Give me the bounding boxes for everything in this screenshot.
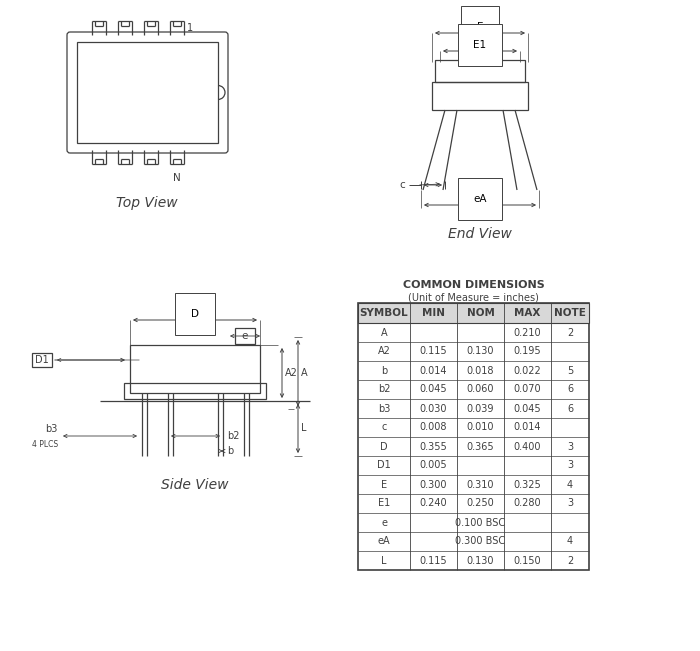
Text: 0.014: 0.014 <box>420 365 447 376</box>
Text: e: e <box>381 518 387 527</box>
Text: 0.210: 0.210 <box>514 327 541 337</box>
Text: b3: b3 <box>378 404 390 413</box>
Text: 0.115: 0.115 <box>420 346 447 357</box>
Text: COMMON DIMENSIONS: COMMON DIMENSIONS <box>402 280 545 290</box>
Text: L: L <box>382 555 386 566</box>
Text: 1: 1 <box>187 23 193 33</box>
Text: 0.070: 0.070 <box>514 385 541 395</box>
Text: N: N <box>173 173 181 183</box>
Text: A2: A2 <box>377 346 391 357</box>
Text: 0.355: 0.355 <box>419 441 447 452</box>
Text: 0.039: 0.039 <box>467 404 494 413</box>
Bar <box>432 82 528 110</box>
Text: MIN: MIN <box>422 308 445 318</box>
Bar <box>358 303 589 323</box>
Text: 0.030: 0.030 <box>420 404 447 413</box>
Bar <box>130 345 260 393</box>
Text: 0.010: 0.010 <box>467 422 494 432</box>
Text: (Unit of Measure = inches): (Unit of Measure = inches) <box>408 293 539 303</box>
Text: 0.130: 0.130 <box>467 555 494 566</box>
Text: 0.005: 0.005 <box>420 460 447 471</box>
Text: SYMBOL: SYMBOL <box>360 308 408 318</box>
Text: 0.310: 0.310 <box>467 480 494 490</box>
Text: 2: 2 <box>567 555 573 566</box>
Text: D1: D1 <box>35 355 49 365</box>
Text: D: D <box>191 309 199 319</box>
Bar <box>435 60 525 82</box>
Text: b2: b2 <box>378 385 391 395</box>
Text: e: e <box>241 331 248 341</box>
Text: b: b <box>381 365 387 376</box>
Text: 3: 3 <box>567 441 573 452</box>
Text: Side View: Side View <box>161 478 229 492</box>
Text: b3: b3 <box>46 424 58 434</box>
Text: A: A <box>381 327 387 337</box>
Bar <box>124 383 266 399</box>
Text: 0.400: 0.400 <box>514 441 541 452</box>
Text: E: E <box>477 22 483 32</box>
Text: 4 PLCS: 4 PLCS <box>32 440 58 449</box>
Text: 5: 5 <box>567 365 573 376</box>
Text: eA: eA <box>378 536 391 546</box>
Text: 6: 6 <box>567 404 573 413</box>
Text: 0.240: 0.240 <box>420 499 447 508</box>
Text: MAX: MAX <box>514 308 540 318</box>
Text: NOTE: NOTE <box>554 308 586 318</box>
Text: b: b <box>227 446 233 456</box>
Text: E1: E1 <box>473 40 486 50</box>
Text: 3: 3 <box>567 499 573 508</box>
Text: c: c <box>382 422 386 432</box>
Text: E: E <box>381 480 387 490</box>
Text: D1: D1 <box>377 460 391 471</box>
Bar <box>32 353 52 367</box>
Text: E1: E1 <box>378 499 390 508</box>
Bar <box>358 303 589 570</box>
Text: NOM: NOM <box>467 308 494 318</box>
Text: 0.150: 0.150 <box>514 555 541 566</box>
Text: b2: b2 <box>227 431 239 441</box>
Text: 0.300 BSC: 0.300 BSC <box>456 536 505 546</box>
Text: 0.365: 0.365 <box>467 441 494 452</box>
Text: 0.130: 0.130 <box>467 346 494 357</box>
Text: 6: 6 <box>567 385 573 395</box>
Text: Top View: Top View <box>116 196 178 210</box>
Text: 0.280: 0.280 <box>514 499 541 508</box>
Text: L: L <box>301 423 307 433</box>
Text: 0.022: 0.022 <box>514 365 541 376</box>
Text: 0.300: 0.300 <box>420 480 447 490</box>
Text: 0.018: 0.018 <box>467 365 494 376</box>
Bar <box>468 45 492 51</box>
Text: D: D <box>380 441 388 452</box>
Text: 0.325: 0.325 <box>514 480 541 490</box>
Text: 4: 4 <box>567 480 573 490</box>
Text: 0.014: 0.014 <box>514 422 541 432</box>
Text: 0.008: 0.008 <box>420 422 447 432</box>
Text: 0.060: 0.060 <box>467 385 494 395</box>
Text: 0.100 BSC: 0.100 BSC <box>456 518 505 527</box>
Bar <box>460 41 500 55</box>
Text: eA: eA <box>473 194 486 204</box>
Bar <box>235 328 255 344</box>
Text: c: c <box>399 180 405 190</box>
Bar <box>77 42 218 143</box>
Text: 0.045: 0.045 <box>514 404 541 413</box>
Text: End View: End View <box>448 227 512 241</box>
Text: A2: A2 <box>285 368 298 378</box>
Text: 3: 3 <box>567 460 573 471</box>
Text: 0.045: 0.045 <box>420 385 447 395</box>
Text: 0.250: 0.250 <box>467 499 494 508</box>
Text: 0.115: 0.115 <box>420 555 447 566</box>
Text: 0.195: 0.195 <box>514 346 541 357</box>
Text: A: A <box>301 368 307 378</box>
Text: 2: 2 <box>567 327 573 337</box>
Text: 4: 4 <box>567 536 573 546</box>
